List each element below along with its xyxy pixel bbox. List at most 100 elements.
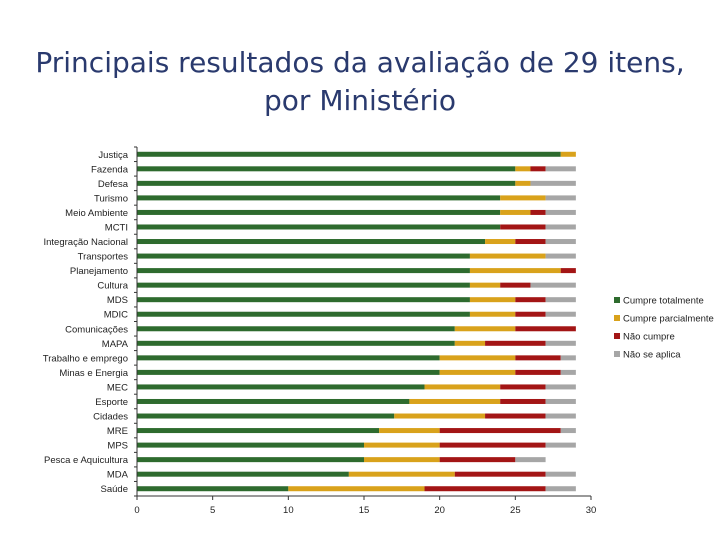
bar-2-10 <box>469 282 501 288</box>
bar-1-18 <box>137 398 410 404</box>
bar-3-10 <box>500 282 531 288</box>
bar-4-3 <box>530 180 576 186</box>
bar-1-7 <box>137 239 486 245</box>
bar-4-8 <box>545 253 576 259</box>
bar-4-7 <box>545 239 576 245</box>
bar-4-23 <box>545 471 576 477</box>
legend-label: Não cumpre <box>623 332 675 343</box>
bar-2-20 <box>379 428 440 434</box>
bar-4-15 <box>560 355 576 361</box>
x-tick-label: 25 <box>510 505 521 516</box>
legend-swatch <box>614 315 620 321</box>
category-label: Transportes <box>78 252 129 263</box>
category-label: Defesa <box>98 179 129 190</box>
category-label: Cidades <box>93 412 128 423</box>
bar-2-4 <box>500 195 546 201</box>
bar-2-14 <box>454 340 486 346</box>
bar-4-10 <box>530 282 576 288</box>
bar-4-24 <box>545 486 576 492</box>
bar-4-19 <box>545 413 576 419</box>
bar-1-19 <box>137 413 395 419</box>
bar-2-15 <box>439 355 516 361</box>
category-label: Comunicações <box>65 324 128 335</box>
bar-1-3 <box>137 180 516 186</box>
category-label: MPS <box>107 441 128 452</box>
x-tick-label: 5 <box>210 505 215 516</box>
bar-1-24 <box>137 486 289 492</box>
x-tick-label: 10 <box>283 505 294 516</box>
category-label: MDIC <box>104 310 128 321</box>
bar-1-8 <box>137 253 470 259</box>
category-label: MDA <box>107 470 129 481</box>
category-label: Trabalho e emprego <box>43 353 128 364</box>
bar-3-22 <box>439 457 516 463</box>
bar-1-23 <box>137 471 349 477</box>
bar-3-16 <box>515 369 561 375</box>
category-label: Pesca e Aquicultura <box>44 455 129 466</box>
bar-2-7 <box>485 239 516 245</box>
category-label: Fazenda <box>91 164 129 175</box>
x-tick-label: 15 <box>359 505 370 516</box>
legend-label: Cumpre totalmente <box>623 296 704 307</box>
bar-2-9 <box>469 268 561 274</box>
category-label: Esporte <box>95 397 128 408</box>
bar-1-9 <box>137 268 470 274</box>
bar-3-9 <box>560 268 576 274</box>
category-label: MRE <box>107 426 128 437</box>
category-label: Integração Nacional <box>44 237 129 248</box>
bar-1-4 <box>137 195 501 201</box>
bar-4-12 <box>545 311 576 317</box>
bar-3-23 <box>454 471 546 477</box>
legend-swatch <box>614 351 620 357</box>
bar-4-14 <box>545 340 576 346</box>
bar-1-17 <box>137 384 425 390</box>
bar-2-23 <box>348 471 455 477</box>
bar-3-11 <box>515 297 546 303</box>
bar-3-15 <box>515 355 561 361</box>
bar-2-16 <box>439 369 516 375</box>
bar-1-12 <box>137 311 470 317</box>
bar-2-21 <box>364 442 440 448</box>
bar-1-21 <box>137 442 364 448</box>
category-label: Justiça <box>98 150 128 161</box>
category-label: MDS <box>107 295 128 306</box>
category-label: Saúde <box>101 484 128 495</box>
x-tick-label: 20 <box>434 505 445 516</box>
bar-2-1 <box>560 151 576 157</box>
bar-3-5 <box>530 209 546 215</box>
category-label: Meio Ambiente <box>65 208 128 219</box>
bar-2-17 <box>424 384 501 390</box>
bar-1-15 <box>137 355 440 361</box>
chart-title: Principais resultados da avaliação de 29… <box>0 44 720 120</box>
bar-3-20 <box>439 428 561 434</box>
bar-4-6 <box>545 224 576 230</box>
bar-1-10 <box>137 282 470 288</box>
chart-title-line-2: por Ministério <box>264 84 456 117</box>
bar-2-12 <box>469 311 516 317</box>
chart-title-line-1: Principais resultados da avaliação de 29… <box>35 46 685 79</box>
bar-1-13 <box>137 326 455 332</box>
bar-3-19 <box>485 413 546 419</box>
category-label: MAPA <box>102 339 129 350</box>
bar-3-12 <box>515 311 546 317</box>
bar-2-8 <box>469 253 546 259</box>
bar-1-11 <box>137 297 470 303</box>
legend-swatch <box>614 297 620 303</box>
bar-1-14 <box>137 340 455 346</box>
bar-4-18 <box>545 398 576 404</box>
bar-4-11 <box>545 297 576 303</box>
category-label: MCTI <box>105 222 128 233</box>
legend-label: Cumpre parcialmente <box>623 314 714 325</box>
bar-2-13 <box>454 326 516 332</box>
bar-1-5 <box>137 209 501 215</box>
bar-4-20 <box>560 428 576 434</box>
bar-2-19 <box>394 413 486 419</box>
x-tick-label: 0 <box>134 505 139 516</box>
legend-swatch <box>614 333 620 339</box>
bar-4-22 <box>515 457 546 463</box>
bar-3-13 <box>515 326 576 332</box>
bar-2-5 <box>500 209 531 215</box>
bar-1-20 <box>137 428 380 434</box>
bar-2-11 <box>469 297 516 303</box>
bar-2-18 <box>409 398 501 404</box>
